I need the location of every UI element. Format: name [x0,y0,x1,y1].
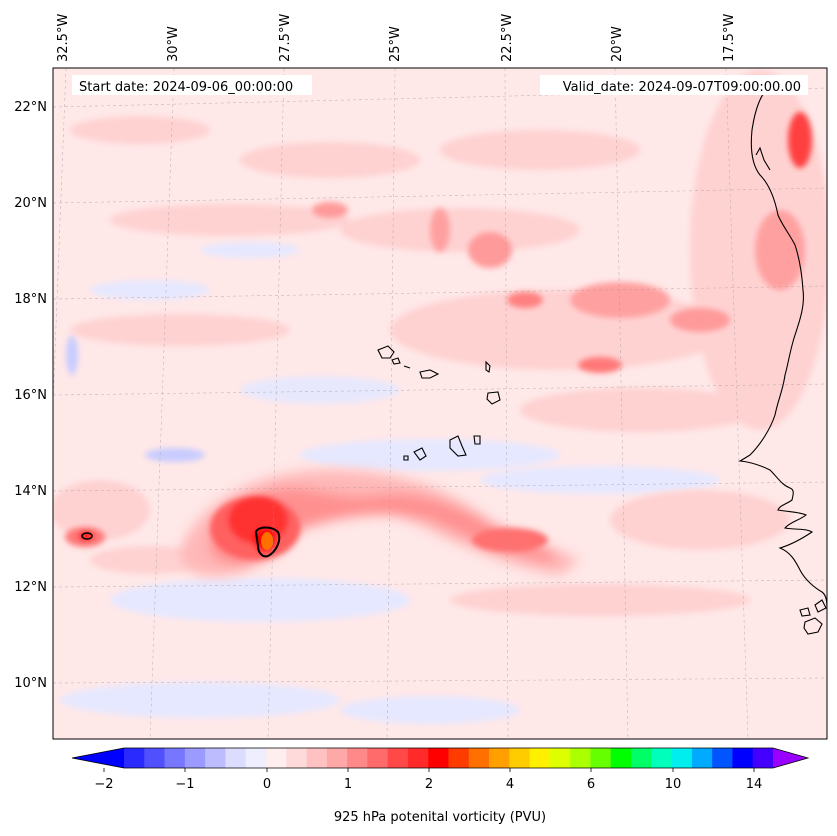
colorbar-segment [205,748,226,768]
latitude-labels: 22°N 20°N 18°N 16°N 14°N 12°N 10°N [14,100,47,691]
negative-pv-regions [60,242,720,724]
colorbar-segment [448,748,470,768]
colorbar-segment [732,748,754,768]
africa-coastline [738,84,827,611]
colorbar: −2 −1 0 1 2 4 6 10 14 925 hPa potenital … [71,747,810,825]
colorbar-segment [347,748,368,768]
colorbar-segment [164,748,186,768]
colorbar-segment [489,748,510,768]
lat-label: 20°N [14,196,47,211]
lon-label: 22.5°W [500,14,515,62]
pv-contour-line [254,526,281,558]
colorbar-segment [265,748,287,768]
lon-label: 32.5°W [56,14,71,62]
colorbar-title: 925 hPa potenital vorticity (PVU) [334,810,546,825]
colorbar-segment [124,748,145,768]
colorbar-segment [407,748,429,768]
colorbar-tick-label: 4 [506,777,514,792]
start-date-label: Start date: 2024-09-06_00:00:00 [79,80,293,95]
colorbar-segment [691,748,713,768]
colorbar-segment [184,748,206,768]
colorbar-ticks [103,768,755,772]
colorbar-segment [570,748,591,768]
lat-label: 14°N [14,484,47,499]
colorbar-segment [671,748,693,768]
colorbar-segment [509,748,531,768]
colorbar-segment [549,748,571,768]
lat-label: 10°N [14,676,47,691]
colorbar-segments [124,748,774,768]
colorbar-segment [468,748,490,768]
coastlines [377,84,827,635]
low-pv-regions [53,70,827,616]
lon-label: 27.5°W [278,14,293,62]
colorbar-tick-label: −2 [94,777,113,792]
lon-label: 20°W [610,26,625,62]
colorbar-tick-label: 14 [746,777,763,792]
map-frame [52,67,828,740]
colorbar-segment [306,748,328,768]
colorbar-segment [651,748,672,768]
colorbar-tick-label: 1 [344,777,352,792]
lat-label: 22°N [14,100,47,115]
lat-label: 12°N [14,580,47,595]
colorbar-extend-high [773,748,808,768]
colorbar-segment [326,748,348,768]
pv-maximum [261,532,273,550]
valid-date-box [540,75,808,95]
coast-detail [799,607,811,617]
pv-band [180,470,580,577]
longitude-labels: 32.5°W 30°W 27.5°W 25°W 22.5°W 20°W 17.5… [56,14,737,62]
valid-date-label: Valid_date: 2024-09-07T09:00:00.00 [563,80,801,95]
pv-cores [65,112,812,560]
start-date-box [72,75,312,95]
colorbar-segment [144,748,165,768]
coast-detail [814,599,827,613]
colorbar-tick-label: −1 [175,777,194,792]
colorbar-segment [752,748,774,768]
colorbar-segment [428,748,449,768]
colorbar-segment [245,748,267,768]
lon-label: 17.5°W [722,14,737,62]
coast-detail [803,617,823,635]
cape-verde-islands [377,345,501,461]
colorbar-outline [71,747,810,769]
colorbar-tick-label: 2 [425,777,433,792]
colorbar-tick-label: 10 [665,777,682,792]
colorbar-segment [590,748,612,768]
lat-label: 16°N [14,388,47,403]
colorbar-tick-label: 6 [587,777,595,792]
colorbar-extend-low [72,748,124,768]
colorbar-segment [286,748,307,768]
colorbar-segment [387,748,409,768]
lon-label: 25°W [388,26,403,62]
colorbar-segment [712,748,733,768]
coast-detail [755,146,771,171]
colorbar-segment [367,748,389,768]
colorbar-segment [610,748,632,768]
colorbar-segment [529,748,551,768]
colorbar-tick-label: 0 [263,777,271,792]
gridlines [53,68,827,739]
pv-contour-line [81,532,93,540]
lat-label: 18°N [14,292,47,307]
colorbar-segment [631,748,652,768]
lon-label: 30°W [166,26,181,62]
pv-field-contours [53,70,827,724]
map-panel: Start date: 2024-09-06_00:00:00 Valid_da… [53,68,827,739]
colorbar-tick-labels: −2 −1 0 1 2 4 6 10 14 [94,777,762,792]
colorbar-segment [225,748,247,768]
